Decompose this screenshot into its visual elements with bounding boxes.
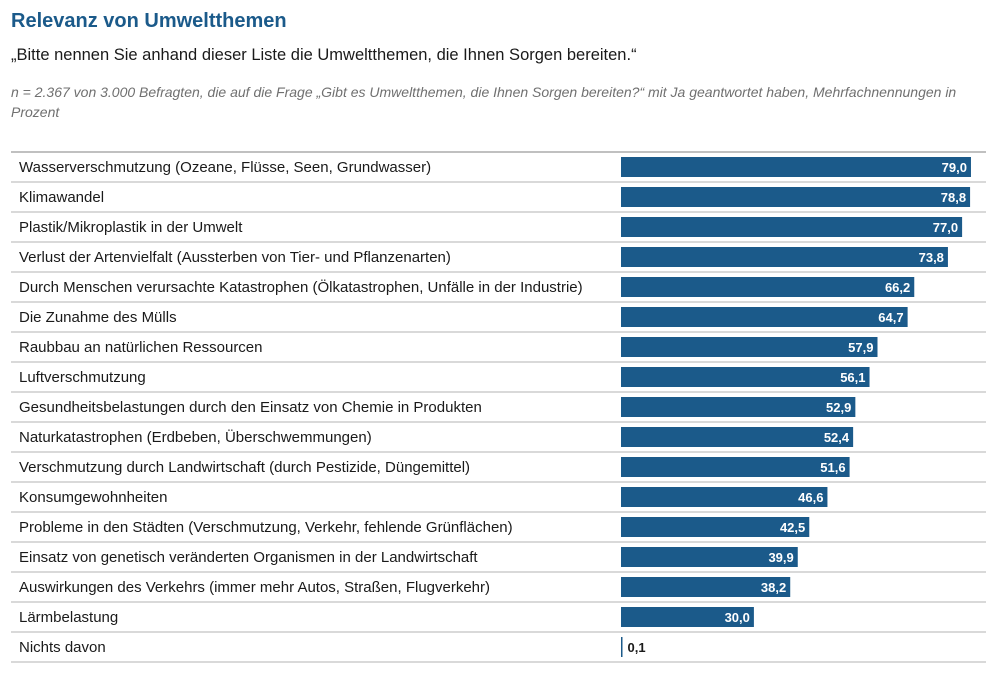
category-label: Wasserverschmutzung (Ozeane, Flüsse, See… [19,159,431,176]
bar [621,397,856,417]
chart-note: n = 2.367 von 3.000 Befragten, die auf d… [11,84,957,120]
chart-title: Relevanz von Umweltthemen [11,10,287,32]
bar [621,457,850,477]
value-label: 52,9 [826,400,851,415]
value-label: 66,2 [885,280,910,295]
value-label: 51,6 [820,460,845,475]
category-label: Lärmbelastung [19,609,118,626]
bar [621,187,971,207]
category-label: Luftverschmutzung [19,369,146,386]
bar [621,547,798,567]
category-label: Plastik/Mikroplastik in der Umwelt [19,219,243,236]
value-label: 52,4 [824,430,850,445]
value-label: 57,9 [848,340,873,355]
category-label: Verlust der Artenvielfalt (Aussterben vo… [19,249,451,266]
category-label: Verschmutzung durch Landwirtschaft (durc… [19,459,470,476]
bar [621,337,878,357]
bar [621,517,810,537]
category-label: Nichts davon [19,639,106,656]
category-label: Gesundheitsbelastungen durch den Einsatz… [19,399,482,416]
category-label: Probleme in den Städten (Verschmutzung, … [19,519,513,536]
value-label: 42,5 [780,520,805,535]
bar [621,307,908,327]
bar [621,427,854,447]
bar [621,367,870,387]
bar [621,247,948,267]
bar [621,487,828,507]
value-label: 0,1 [628,640,646,655]
value-label: 73,8 [919,250,944,265]
value-label: 77,0 [933,220,958,235]
value-label: 38,2 [761,580,786,595]
value-label: 64,7 [878,310,903,325]
category-label: Klimawandel [19,189,104,206]
bar [621,277,915,297]
category-label: Naturkatastrophen (Erdbeben, Überschwemm… [19,428,372,446]
bar [621,157,971,177]
value-label: 78,8 [941,190,966,205]
chart-question: „Bitte nennen Sie anhand dieser Liste di… [11,46,637,64]
category-label: Raubbau an natürlichen Ressourcen [19,339,263,356]
category-label: Die Zunahme des Mülls [19,309,177,326]
category-label: Auswirkungen des Verkehrs (immer mehr Au… [19,579,490,596]
bar [621,577,791,597]
bar [621,217,963,237]
bar [621,637,623,657]
value-label: 46,6 [798,490,823,505]
category-label: Konsumgewohnheiten [19,489,167,506]
value-label: 56,1 [840,370,865,385]
value-label: 79,0 [942,160,967,175]
category-label: Einsatz von genetisch veränderten Organi… [19,549,478,566]
value-label: 39,9 [768,550,793,565]
bar [621,607,754,627]
category-label: Durch Menschen verursachte Katastrophen … [19,278,583,296]
value-label: 30,0 [725,610,750,625]
